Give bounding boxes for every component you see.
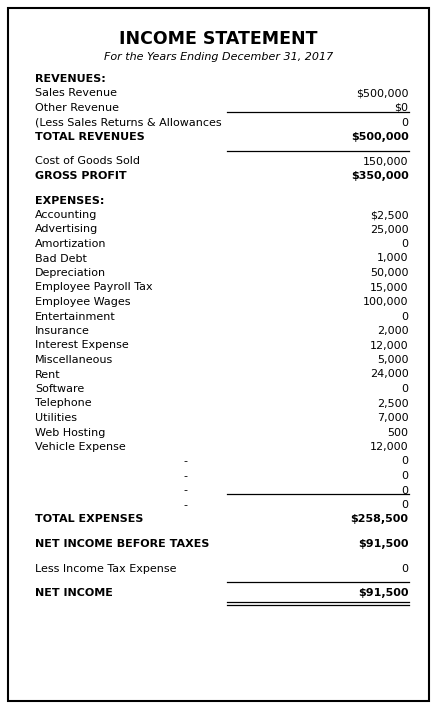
Text: Web Hosting: Web Hosting xyxy=(35,428,105,437)
Text: 2,000: 2,000 xyxy=(377,326,409,336)
Text: 0: 0 xyxy=(402,457,409,467)
Text: Other Revenue: Other Revenue xyxy=(35,103,119,113)
Text: REVENUES:: REVENUES: xyxy=(35,74,106,84)
Text: $2,500: $2,500 xyxy=(370,210,409,220)
Text: 0: 0 xyxy=(402,486,409,496)
Text: (Less Sales Returns & Allowances: (Less Sales Returns & Allowances xyxy=(35,118,222,128)
Text: Entertainment: Entertainment xyxy=(35,311,116,321)
Text: INCOME STATEMENT: INCOME STATEMENT xyxy=(119,30,318,48)
Text: EXPENSES:: EXPENSES: xyxy=(35,196,104,206)
Text: 7,000: 7,000 xyxy=(377,413,409,423)
Text: Vehicle Expense: Vehicle Expense xyxy=(35,442,126,452)
Text: TOTAL EXPENSES: TOTAL EXPENSES xyxy=(35,515,143,525)
Text: 15,000: 15,000 xyxy=(370,282,409,293)
Text: 50,000: 50,000 xyxy=(370,268,409,278)
Text: Accounting: Accounting xyxy=(35,210,97,220)
Text: NET INCOME BEFORE TAXES: NET INCOME BEFORE TAXES xyxy=(35,539,209,549)
Text: Sales Revenue: Sales Revenue xyxy=(35,89,117,99)
Text: -: - xyxy=(184,500,187,510)
Text: 0: 0 xyxy=(402,239,409,249)
Text: 100,000: 100,000 xyxy=(363,297,409,307)
Text: 150,000: 150,000 xyxy=(363,157,409,167)
Text: Software: Software xyxy=(35,384,84,394)
Text: TOTAL REVENUES: TOTAL REVENUES xyxy=(35,132,145,142)
Text: NET INCOME: NET INCOME xyxy=(35,588,113,598)
Text: $258,500: $258,500 xyxy=(350,515,409,525)
Text: $350,000: $350,000 xyxy=(351,171,409,181)
Text: 2,500: 2,500 xyxy=(377,398,409,408)
Text: Telephone: Telephone xyxy=(35,398,92,408)
Text: Advertising: Advertising xyxy=(35,225,98,235)
Text: Employee Payroll Tax: Employee Payroll Tax xyxy=(35,282,153,293)
Text: For the Years Ending December 31, 2017: For the Years Ending December 31, 2017 xyxy=(104,52,333,62)
Text: 25,000: 25,000 xyxy=(370,225,409,235)
Text: Miscellaneous: Miscellaneous xyxy=(35,355,113,365)
Text: -: - xyxy=(184,457,187,467)
Text: Rent: Rent xyxy=(35,369,61,379)
Text: 0: 0 xyxy=(402,118,409,128)
Text: $91,500: $91,500 xyxy=(358,588,409,598)
Text: 0: 0 xyxy=(402,500,409,510)
Text: Less Income Tax Expense: Less Income Tax Expense xyxy=(35,564,177,574)
Text: 0: 0 xyxy=(402,384,409,394)
Text: Amortization: Amortization xyxy=(35,239,107,249)
Text: 12,000: 12,000 xyxy=(370,340,409,350)
Text: Bad Debt: Bad Debt xyxy=(35,254,87,264)
Text: $0: $0 xyxy=(395,103,409,113)
Text: 5,000: 5,000 xyxy=(377,355,409,365)
Text: Cost of Goods Sold: Cost of Goods Sold xyxy=(35,157,140,167)
Text: 1,000: 1,000 xyxy=(377,254,409,264)
Text: Employee Wages: Employee Wages xyxy=(35,297,131,307)
Text: Utilities: Utilities xyxy=(35,413,77,423)
Text: $500,000: $500,000 xyxy=(356,89,409,99)
Text: -: - xyxy=(184,486,187,496)
Text: GROSS PROFIT: GROSS PROFIT xyxy=(35,171,127,181)
Text: 12,000: 12,000 xyxy=(370,442,409,452)
Text: Interest Expense: Interest Expense xyxy=(35,340,129,350)
Text: 0: 0 xyxy=(402,471,409,481)
Text: -: - xyxy=(184,471,187,481)
Text: $500,000: $500,000 xyxy=(351,132,409,142)
Text: Insurance: Insurance xyxy=(35,326,90,336)
Text: 0: 0 xyxy=(402,311,409,321)
Text: Depreciation: Depreciation xyxy=(35,268,106,278)
Text: 0: 0 xyxy=(402,564,409,574)
Text: $91,500: $91,500 xyxy=(358,539,409,549)
Text: 24,000: 24,000 xyxy=(370,369,409,379)
Text: 500: 500 xyxy=(388,428,409,437)
